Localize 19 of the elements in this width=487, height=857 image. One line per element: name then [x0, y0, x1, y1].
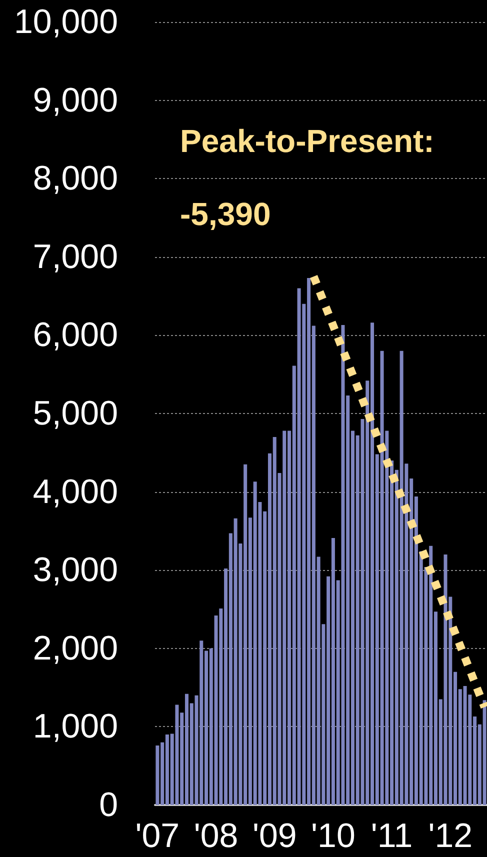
annotation: Peak-to-Present:: [180, 123, 434, 159]
y-tick-label: 5,000: [32, 394, 118, 432]
y-tick-label: 7,000: [32, 238, 118, 276]
x-tick-label: '07: [135, 817, 180, 855]
annotation: -5,390: [180, 196, 271, 232]
x-tick-label: '08: [194, 817, 238, 855]
x-tick-label: '09: [252, 817, 297, 855]
y-tick-label: 3,000: [32, 551, 118, 590]
y-tick-label: 8,000: [32, 160, 118, 198]
y-tick-label: 6,000: [32, 316, 118, 354]
y-tick-label: 1,000: [32, 708, 118, 746]
x-tick-label: '12: [428, 817, 473, 855]
y-tick-label: 4,000: [32, 472, 118, 511]
y-tick-label: 2,000: [32, 629, 118, 668]
y-tick-label: 9,000: [32, 81, 118, 120]
x-tick-label: '10: [311, 817, 356, 855]
x-tick-label: '11: [370, 817, 413, 855]
y-tick-label: 0: [99, 786, 118, 824]
y-tick-label: 10,000: [14, 3, 118, 41]
